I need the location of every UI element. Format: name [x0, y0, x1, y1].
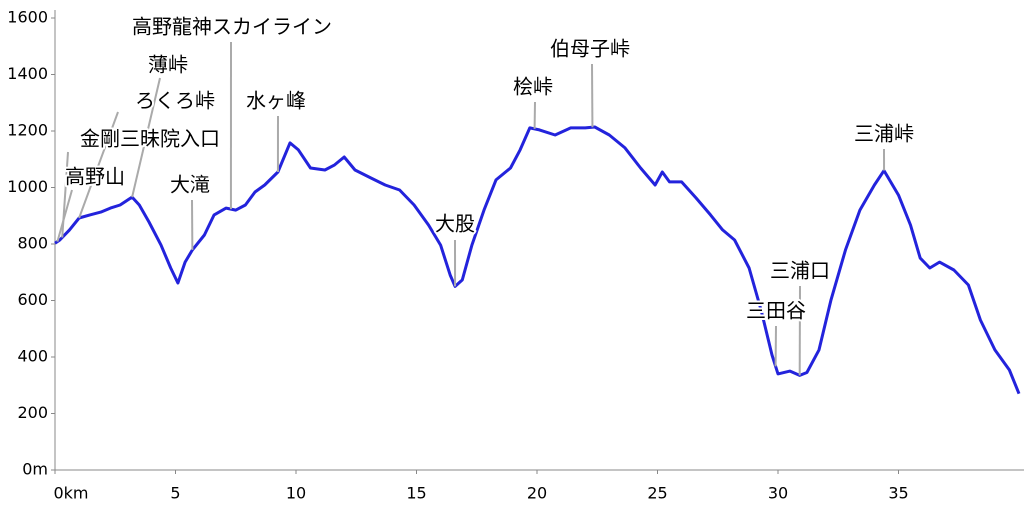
annotation-label: 三浦峠: [854, 122, 914, 146]
annotation-label: 大股: [435, 212, 475, 236]
annotation-label: 高野山: [65, 165, 125, 189]
x-tick-label: 15: [406, 484, 426, 503]
x-tick-label: 0km: [53, 484, 88, 503]
annotation-leader: [56, 189, 73, 242]
annotation-label: 三浦口: [770, 259, 830, 283]
x-tick-label: 25: [647, 484, 667, 503]
x-tick-label: 35: [888, 484, 908, 503]
elevation-line: [54, 125, 1021, 395]
annotation-label: 高野龍神スカイライン: [132, 15, 332, 39]
y-tick-label: 200: [17, 403, 48, 422]
y-tick-label: 1400: [7, 64, 48, 83]
annotation-label: 金剛三昧院入口: [80, 127, 220, 151]
y-tick-label: 400: [17, 347, 48, 366]
annotation-label: 桧峠: [513, 75, 553, 99]
x-tick-label: 5: [170, 484, 180, 503]
x-tick-label: 10: [286, 484, 306, 503]
x-tick-label: 20: [527, 484, 547, 503]
y-tick-label: 1600: [7, 8, 48, 27]
annotation-label: 三田谷: [746, 299, 806, 323]
annotation-label: 伯母子峠: [550, 37, 630, 61]
annotation-label: 大滝: [170, 173, 210, 197]
annotation-leader: [78, 111, 119, 219]
annotation-leader: [61, 151, 69, 238]
annotation-label: 水ヶ峰: [246, 89, 306, 113]
annotation-label: ろくろ峠: [135, 89, 215, 113]
annotation-label: 薄峠: [148, 53, 188, 77]
y-tick-label: 0m: [22, 460, 48, 479]
y-tick-label: 600: [17, 290, 48, 309]
y-tick-label: 1200: [7, 121, 48, 140]
x-tick-label: 30: [768, 484, 788, 503]
y-tick-label: 1000: [7, 177, 48, 196]
annotation-leader: [131, 77, 161, 198]
y-tick-label: 800: [17, 234, 48, 253]
